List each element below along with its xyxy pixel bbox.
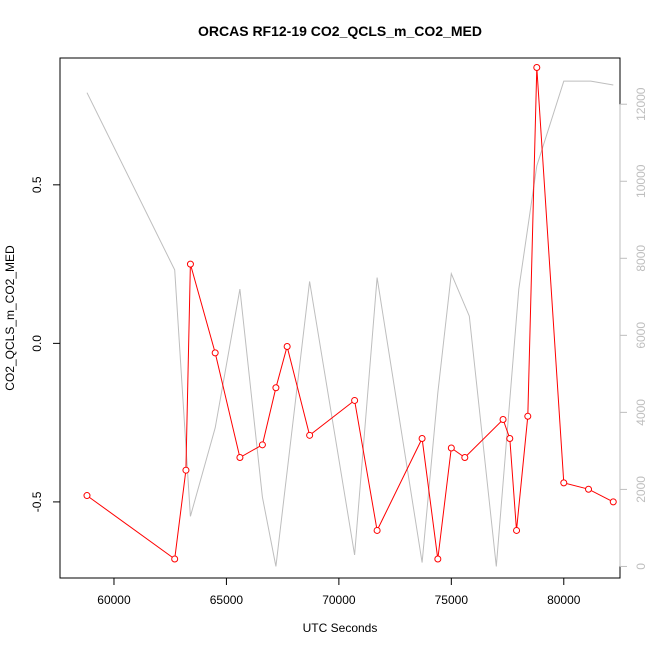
red-series-point [609, 498, 617, 506]
red-series-point [533, 64, 541, 72]
y2-tick-label: 0 [634, 563, 648, 570]
x-tick-label: 65000 [210, 593, 244, 607]
x-tick-label: 60000 [97, 593, 131, 607]
x-tick-label: 75000 [435, 593, 469, 607]
red-series-point [434, 555, 442, 563]
red-series-point [524, 412, 532, 420]
y-axis-label: CO2_QCLS_m_CO2_MED [3, 245, 17, 391]
red-series-point [373, 526, 381, 534]
plot-area-frame [59, 57, 621, 579]
red-series-point [182, 466, 190, 474]
red-series-point [585, 485, 593, 493]
chart-title: ORCAS RF12-19 CO2_QCLS_m_CO2_MED [198, 23, 482, 39]
red-series-point [236, 454, 244, 462]
y2-tick-label: 2000 [634, 476, 648, 503]
y2-tick-label: 6000 [634, 322, 648, 349]
y2-tick-label: 8000 [634, 245, 648, 272]
series-group [83, 64, 617, 567]
y2-tick-label: 10000 [634, 164, 648, 198]
red-series-point [560, 479, 568, 487]
y-axis-left: -0.5 0.0 0.5 [30, 176, 61, 512]
y2-tick-label: 12000 [634, 87, 648, 121]
red-series-point [499, 415, 507, 423]
y-axis-right: 0 2000 4000 6000 8000 10000 12000 [619, 87, 648, 570]
red-series-point [258, 441, 266, 449]
y-tick-label: 0.0 [30, 335, 44, 352]
red-series-point [506, 434, 514, 442]
red-series-point [418, 434, 426, 442]
y2-tick-label: 4000 [634, 399, 648, 426]
red-series-point [306, 431, 314, 439]
red-series-point [461, 454, 469, 462]
x-axis-label: UTC Seconds [303, 621, 378, 635]
x-tick-label: 80000 [547, 593, 581, 607]
x-tick-label: 70000 [322, 593, 356, 607]
red-series-point [351, 396, 359, 404]
red-series-point [211, 349, 219, 357]
y-tick-label: -0.5 [30, 491, 44, 512]
y-tick-label: 0.5 [30, 176, 44, 193]
x-axis: 60000 65000 70000 75000 80000 [97, 577, 581, 607]
red-series-point [447, 444, 455, 452]
red-series-point [186, 260, 194, 268]
red-series-point [513, 526, 521, 534]
red-series-point [272, 384, 280, 392]
red-series-point [283, 343, 291, 351]
red-series-point [171, 555, 179, 563]
red-series-point [83, 492, 91, 500]
red-series-line [86, 67, 614, 560]
